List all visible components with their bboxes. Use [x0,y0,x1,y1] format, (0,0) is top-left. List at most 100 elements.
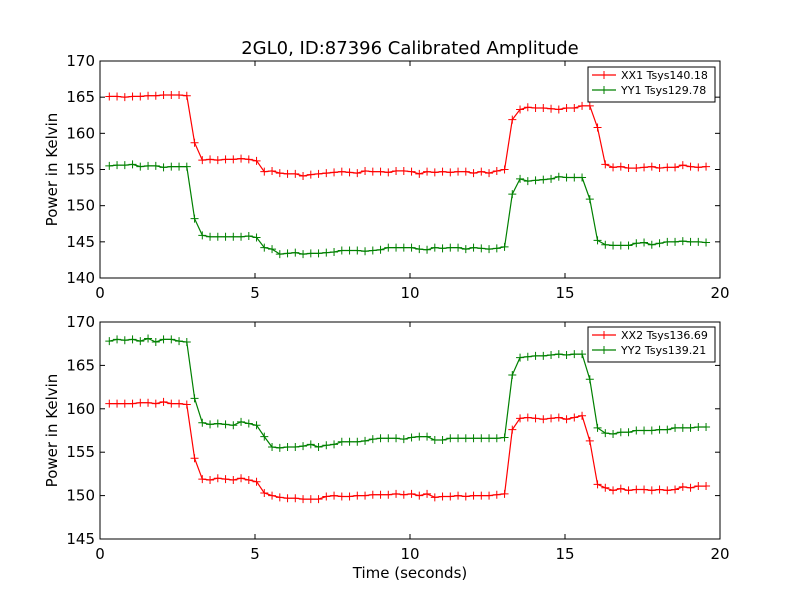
data-point [454,434,463,443]
y-tick-label: 165 [66,88,95,106]
data-point [461,492,470,501]
data-point [353,437,362,446]
legend-swatch-marker [600,331,608,339]
data-point [144,91,153,100]
data-point [345,168,354,177]
data-point [136,337,145,346]
data-point [485,169,494,178]
data-point [368,246,377,255]
data-point [237,417,246,426]
series-line [109,401,707,500]
data-point [492,244,501,253]
data-point [655,239,664,248]
legend-swatch-marker [600,346,608,354]
data-point [190,138,199,147]
data-point [578,101,587,110]
data-point [337,167,346,176]
data-point [105,92,114,101]
data-point [508,115,517,124]
data-point [399,166,408,175]
data-point [244,155,253,164]
data-point [678,237,687,246]
data-point [562,350,571,359]
data-point [322,248,331,257]
data-point [159,163,168,172]
data-point [206,155,215,164]
data-point [616,162,625,171]
data-point [430,493,439,502]
data-point [213,232,222,241]
data-point [252,233,261,242]
y-tick-label: 165 [66,356,95,374]
data-point [198,475,207,484]
data-point [446,243,455,252]
data-point [361,491,370,500]
data-point [647,426,656,435]
data-point [291,248,300,257]
data-point [275,250,284,259]
data-point [423,432,432,441]
series-line [109,163,707,255]
data-point [190,214,199,223]
data-point [702,423,711,432]
data-point [113,335,122,344]
data-point [182,162,191,171]
data-point [446,492,455,501]
data-point [159,90,168,99]
data-point [221,420,230,429]
data-point [663,425,672,434]
data-point [438,244,447,253]
data-point [655,485,664,494]
data-point [570,350,579,359]
data-point [508,425,517,434]
data-point [361,247,370,256]
data-point [694,163,703,172]
data-point [376,434,385,443]
data-point [213,419,222,428]
data-point [632,485,641,494]
data-point [376,245,385,254]
data-point [647,240,656,249]
data-point [632,426,641,435]
legend-entry-2: YY1 Tsys129.78 [592,84,706,97]
data-point [702,238,711,247]
x-tick-label: 15 [555,284,574,302]
data-point [578,411,587,420]
data-point [562,415,571,424]
data-point [275,443,284,452]
data-point [399,435,408,444]
data-point [291,169,300,178]
legend-swatch-marker [600,86,608,94]
legend: XX1 Tsys140.18 YY1 Tsys129.78 [587,66,716,103]
data-point [531,351,540,360]
data-point [469,243,478,252]
data-point [322,169,331,178]
data-point [407,489,416,498]
data-point [663,486,672,495]
data-point [461,434,470,443]
data-point [423,167,432,176]
y-tick-label: 140 [66,269,95,287]
data-point [182,337,191,346]
data-point [144,334,153,343]
data-point [151,91,160,100]
data-point [632,239,641,248]
data-point [206,232,215,241]
data-point [175,162,184,171]
data-point [407,433,416,442]
y-tick-label: 150 [66,487,95,505]
data-point [128,399,137,408]
y-tick-label: 145 [66,233,95,251]
data-point [454,243,463,252]
data-point [268,245,277,254]
data-point [640,238,649,247]
data-point [415,432,424,441]
legend-label: XX1 Tsys140.18 [621,69,708,82]
data-point [601,429,610,438]
data-point [547,350,556,359]
data-point [198,418,207,427]
data-point [446,434,455,443]
data-point [299,495,308,504]
data-point [516,414,525,423]
data-point [268,442,277,451]
